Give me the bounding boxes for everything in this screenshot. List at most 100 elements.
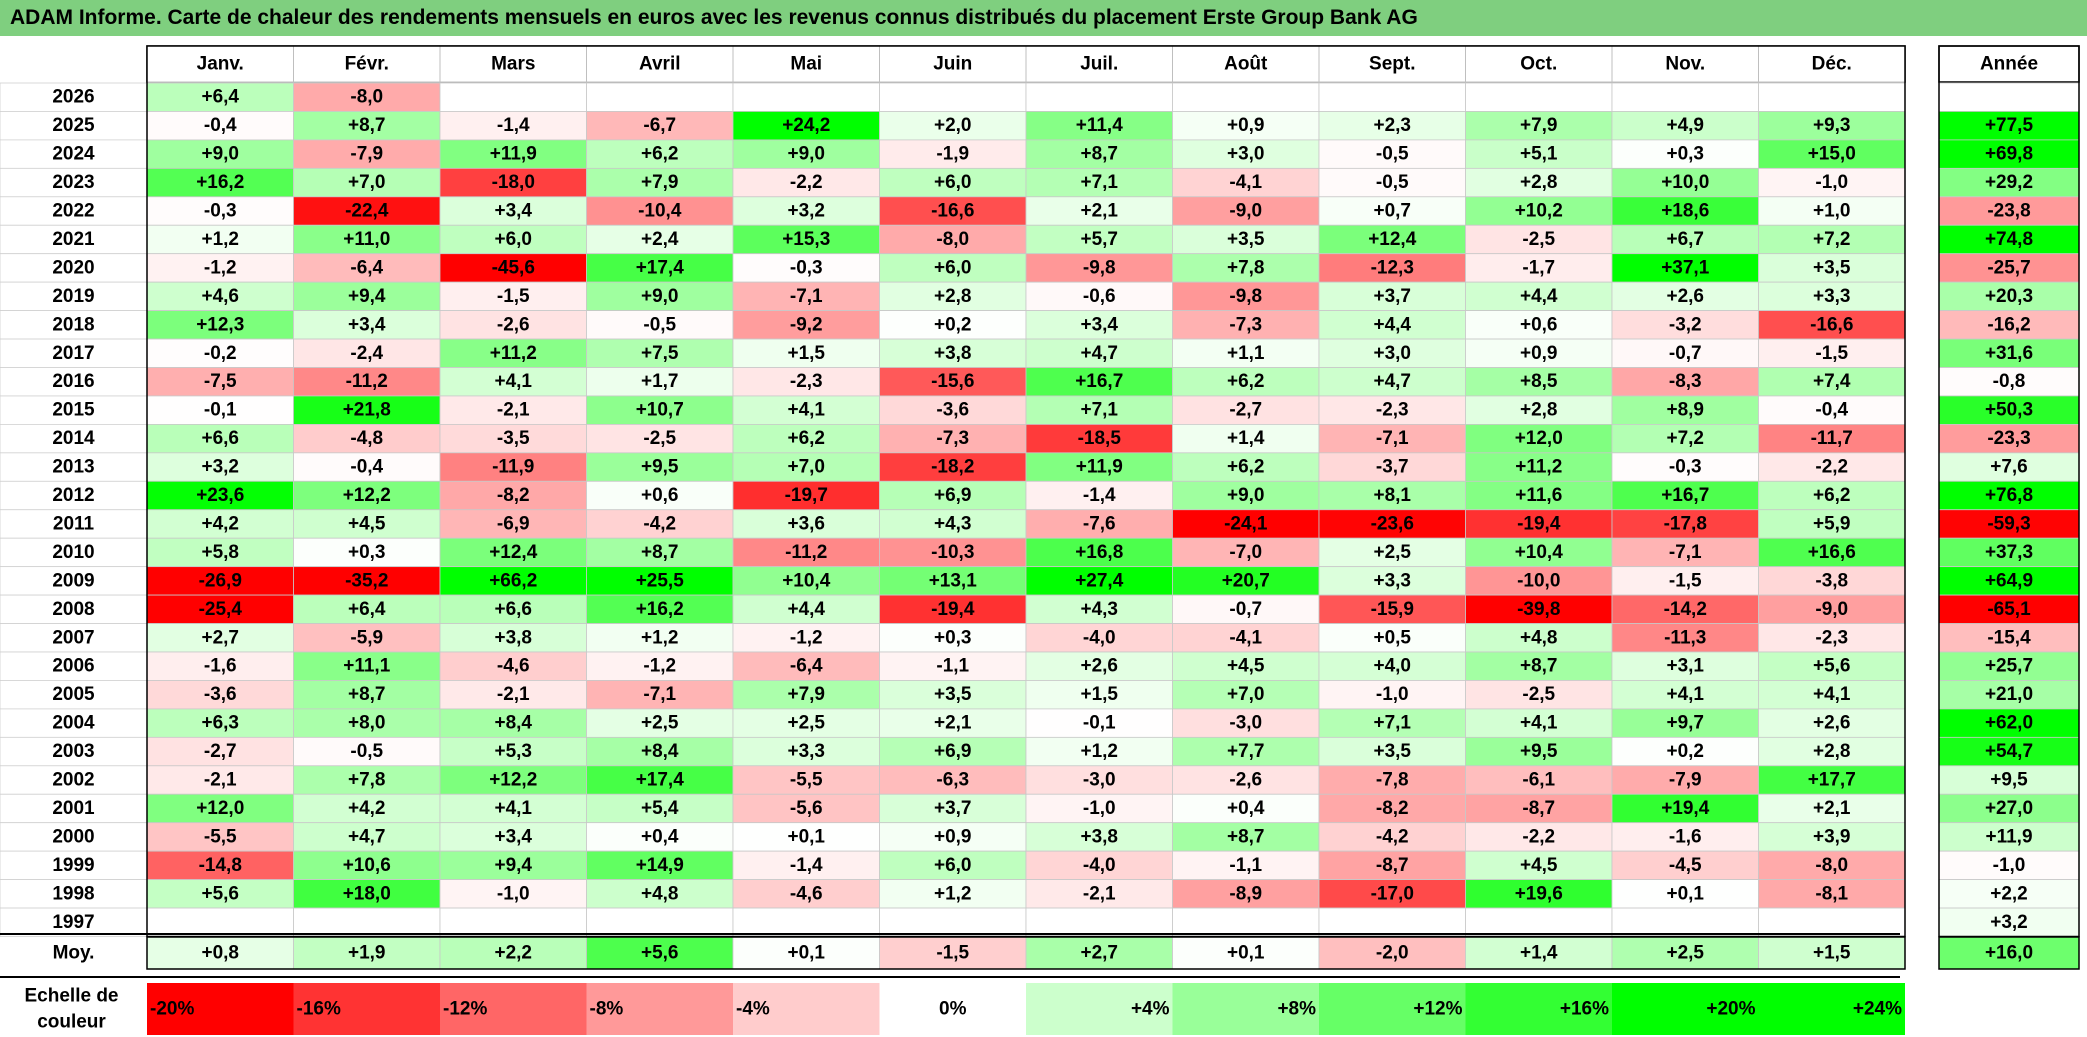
heatmap-cell [879, 765, 1027, 795]
cell-value: -1,4 [790, 855, 823, 876]
avg-border [146, 936, 1906, 970]
heatmap-cell [1025, 82, 1173, 112]
cell-value: -14,2 [1664, 599, 1707, 620]
cell-value: +3,2 [787, 201, 825, 222]
annual-cell [1938, 395, 2080, 425]
heatmap-cell [146, 224, 294, 255]
cell-value: +9,7 [1666, 713, 1704, 734]
cell-value: -7,5 [204, 371, 237, 392]
heatmap-cell [293, 879, 441, 909]
month-header-cell [879, 45, 1027, 83]
cell-value: -7,3 [1229, 314, 1262, 335]
month-header: Oct. [1520, 54, 1557, 75]
cell-value: +4,4 [1373, 314, 1411, 335]
cell-value: -2,5 [1522, 684, 1555, 705]
cell-value: -4,0 [1083, 855, 1116, 876]
cell-value: -0,4 [204, 115, 237, 136]
heatmap-cell [146, 879, 294, 909]
annual-value: -16,2 [1987, 314, 2030, 335]
cell-value: +0,3 [934, 627, 972, 648]
avg-value: +0,8 [201, 943, 239, 964]
cell-value: +10,0 [1661, 172, 1709, 193]
cell-value: -0,1 [1083, 713, 1116, 734]
cell-value: -11,7 [1811, 428, 1853, 449]
cell-value: -0,5 [1376, 144, 1409, 165]
cell-value: +5,9 [1813, 513, 1851, 534]
heatmap-cell [879, 680, 1027, 710]
heatmap-cell [1172, 395, 1320, 425]
heatmap-cell [879, 82, 1027, 112]
cell-value: -1,6 [1669, 826, 1702, 847]
cell-value: -1,7 [1522, 257, 1555, 278]
heatmap-cell [586, 822, 734, 852]
cell-value: +4,6 [201, 286, 239, 307]
cell-value: +0,3 [348, 542, 386, 563]
cell-value: -2,1 [497, 684, 530, 705]
cell-value: -2,1 [497, 400, 530, 421]
cell-value: +17,4 [636, 257, 685, 278]
heatmap-cell [1465, 623, 1613, 653]
cell-value: -18,0 [492, 172, 535, 193]
month-header-cell [1318, 45, 1466, 83]
cell-value: +2,5 [641, 713, 679, 734]
avg-value: +2,5 [1666, 943, 1704, 964]
cell-value: -8,0 [936, 229, 969, 250]
cell-value: +11,9 [1076, 457, 1123, 478]
cell-value: +9,3 [1813, 115, 1851, 136]
annual-value: +7,6 [1990, 457, 2028, 478]
heatmap-cell [1172, 423, 1320, 454]
year-label: 1998 [52, 883, 94, 904]
heatmap-cell [1318, 480, 1466, 511]
cell-value: +11,0 [343, 229, 390, 250]
cell-value: -9,0 [1815, 599, 1848, 620]
cell-value: +1,0 [1813, 201, 1851, 222]
heatmap-cell [1611, 224, 1759, 255]
heatmap-cell [879, 907, 1027, 937]
cell-value: -0,3 [1669, 457, 1702, 478]
heatmap-cell [1758, 566, 1906, 596]
cell-value: +24,2 [782, 115, 830, 136]
heatmap-cell [1758, 480, 1906, 511]
cell-value: -2,5 [1522, 229, 1555, 250]
cell-value: +7,8 [348, 770, 386, 791]
annual-value: +50,3 [1985, 400, 2033, 421]
heatmap-cell [293, 566, 441, 596]
heatmap-cell [1172, 708, 1320, 738]
cell-value: +8,7 [348, 684, 386, 705]
year-label: 2014 [52, 428, 95, 449]
scale-swatch [1319, 983, 1466, 1035]
cell-value: +3,4 [494, 201, 532, 222]
heatmap-cell [1465, 452, 1613, 482]
cell-value: +4,5 [1520, 855, 1558, 876]
cell-value: +3,3 [787, 741, 825, 762]
heatmap-cell [1758, 253, 1906, 283]
cell-value: +10,4 [782, 570, 831, 591]
cell-value: -19,4 [931, 599, 975, 620]
avg-value: +1,5 [1813, 943, 1851, 964]
cell-value: +25,5 [636, 570, 685, 591]
scale-swatch [1026, 983, 1173, 1035]
heatmap-cell [1025, 111, 1173, 141]
cell-value: +2,1 [1080, 201, 1118, 222]
heatmap-cell [1025, 196, 1173, 226]
heatmap-cell [1758, 82, 1906, 112]
heatmap-cell [586, 623, 734, 653]
heatmap-cell [1318, 111, 1466, 141]
cell-value: -11,3 [1664, 627, 1706, 648]
heatmap-cell [732, 765, 880, 795]
cell-value: +8,7 [641, 542, 679, 563]
heatmap-cell [879, 111, 1027, 141]
heatmap-cell [1025, 623, 1173, 653]
cell-value: +1,5 [787, 343, 825, 364]
heatmap-cell [1025, 338, 1173, 368]
cell-value: -5,6 [790, 798, 823, 819]
cell-value: -2,7 [204, 741, 237, 762]
heatmap-cell [1465, 537, 1613, 568]
heatmap-cell [1465, 651, 1613, 681]
heatmap-cell [439, 765, 587, 795]
year-cell [0, 537, 148, 568]
cell-value: -8,3 [1669, 371, 1702, 392]
heatmap-cell [293, 765, 441, 795]
annual-value: -15,4 [1987, 627, 2031, 648]
cell-value: +0,6 [1520, 314, 1558, 335]
